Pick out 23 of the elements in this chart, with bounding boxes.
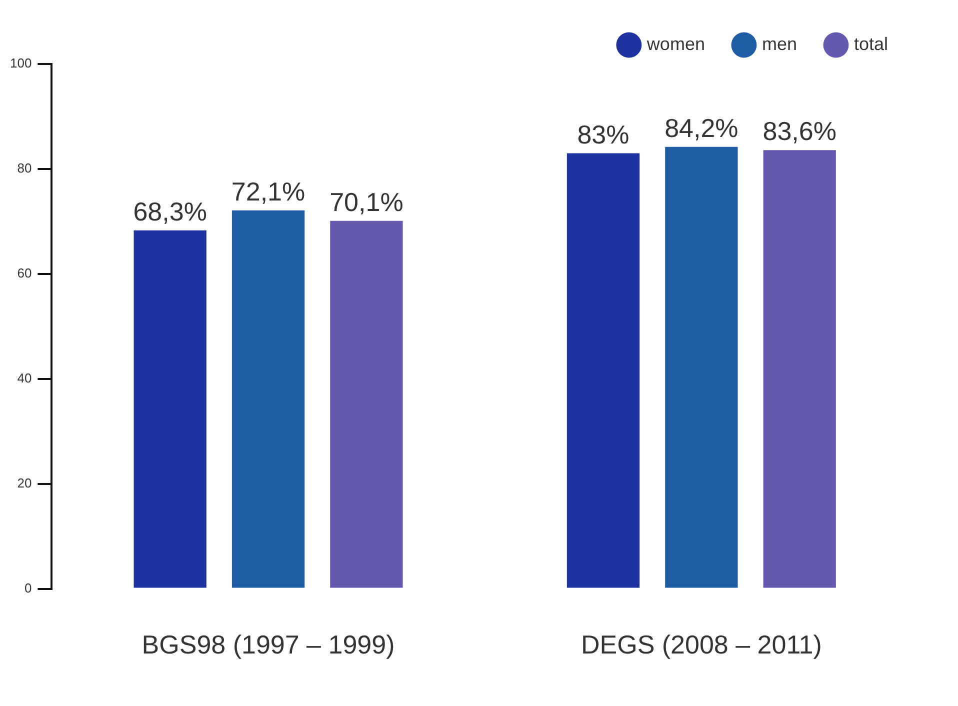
bar bbox=[763, 150, 836, 588]
bar bbox=[665, 146, 738, 588]
y-tick-label: 0 bbox=[24, 580, 32, 596]
data-label: 70,1% bbox=[330, 187, 404, 218]
data-label: 68,3% bbox=[133, 196, 207, 227]
legend-label: total bbox=[854, 34, 888, 54]
y-tick-label: 40 bbox=[17, 370, 32, 386]
y-tick-label: 20 bbox=[17, 475, 32, 490]
data-label: 72,1% bbox=[231, 176, 306, 207]
legend-label: women bbox=[646, 34, 705, 54]
bar bbox=[232, 210, 305, 588]
bar bbox=[134, 230, 206, 588]
x-tick-label: DEGS (2008 – 2011) bbox=[580, 630, 822, 660]
bar bbox=[330, 220, 403, 588]
data-label: 83,6% bbox=[762, 116, 836, 146]
x-tick-label: BGS98 (1997 – 1999) bbox=[142, 630, 395, 660]
y-tick-label: 100 bbox=[10, 56, 32, 71]
y-tick-label: 80 bbox=[17, 160, 32, 176]
data-label: 84,2% bbox=[664, 113, 738, 144]
data-label: 83% bbox=[577, 119, 630, 150]
y-tick-label: 60 bbox=[17, 266, 32, 280]
bar bbox=[566, 153, 640, 588]
legend-label: men bbox=[762, 34, 797, 54]
